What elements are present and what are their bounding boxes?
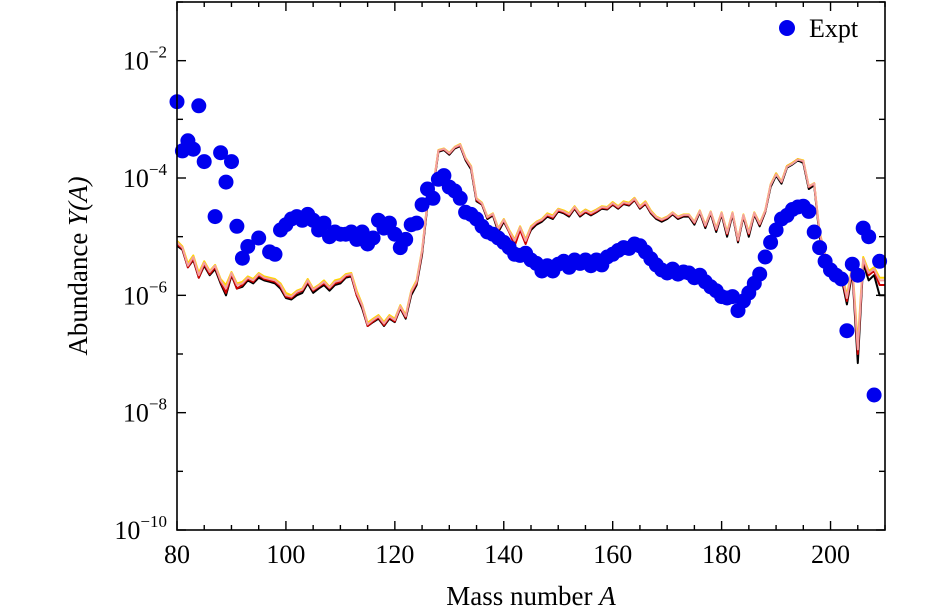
- expt-point: [763, 234, 779, 250]
- expt-point: [425, 190, 441, 206]
- expt-point: [316, 215, 332, 231]
- legend: Expt: [779, 14, 859, 43]
- expt-point: [229, 218, 245, 234]
- expt-point: [839, 323, 855, 339]
- x-tick-label: 140: [484, 540, 523, 569]
- model-line-4: [176, 143, 885, 351]
- y-tick-label: 10−6: [123, 277, 167, 310]
- expt-point: [234, 250, 250, 266]
- expt-points: [169, 94, 888, 403]
- expt-point: [861, 229, 877, 245]
- expt-point: [224, 154, 239, 170]
- legend-marker-expt: [779, 20, 795, 36]
- expt-point: [452, 190, 468, 206]
- model-line-3: [176, 143, 885, 345]
- expt-point: [409, 215, 425, 231]
- expt-point: [267, 246, 283, 262]
- x-axis-label: Mass number A: [446, 581, 616, 611]
- x-tick-label: 160: [593, 540, 632, 569]
- expt-point: [365, 230, 381, 246]
- expt-point: [801, 203, 817, 219]
- expt-point: [218, 174, 234, 190]
- expt-point: [866, 387, 882, 403]
- model-lines: [176, 143, 885, 365]
- expt-point: [207, 209, 223, 225]
- x-tick-label: 180: [702, 540, 741, 569]
- x-axis-ticks: 80 100 120 140 160 180 200: [164, 2, 886, 569]
- expt-point: [381, 215, 397, 231]
- x-tick-label: 100: [266, 540, 305, 569]
- expt-point: [196, 154, 212, 170]
- expt-point: [752, 266, 768, 282]
- expt-point: [191, 98, 207, 114]
- expt-point: [436, 168, 452, 184]
- y-tick-label: 10−4: [123, 160, 168, 193]
- y-tick-label: 10−8: [123, 395, 167, 428]
- y-axis-ticks: 10−10 10−8 10−6 10−4 10−2: [114, 1, 885, 545]
- expt-point: [398, 231, 414, 247]
- expt-point: [812, 240, 828, 256]
- x-tick-label: 80: [164, 540, 190, 569]
- expt-point: [213, 145, 229, 161]
- y-tick-label: 10−10: [114, 512, 167, 545]
- expt-point: [833, 271, 849, 287]
- expt-point: [251, 230, 267, 246]
- expt-point: [872, 253, 888, 269]
- expt-point: [850, 267, 866, 283]
- expt-point: [806, 224, 822, 240]
- x-tick-label: 120: [375, 540, 414, 569]
- expt-point: [414, 197, 430, 213]
- expt-point: [185, 141, 201, 157]
- x-tick-label: 200: [811, 540, 850, 569]
- expt-point: [240, 239, 256, 254]
- y-axis-label: Abundance Y(A): [63, 176, 93, 355]
- expt-point: [757, 249, 773, 265]
- legend-label-expt: Expt: [809, 14, 859, 43]
- y-tick-label: 10−2: [123, 43, 167, 76]
